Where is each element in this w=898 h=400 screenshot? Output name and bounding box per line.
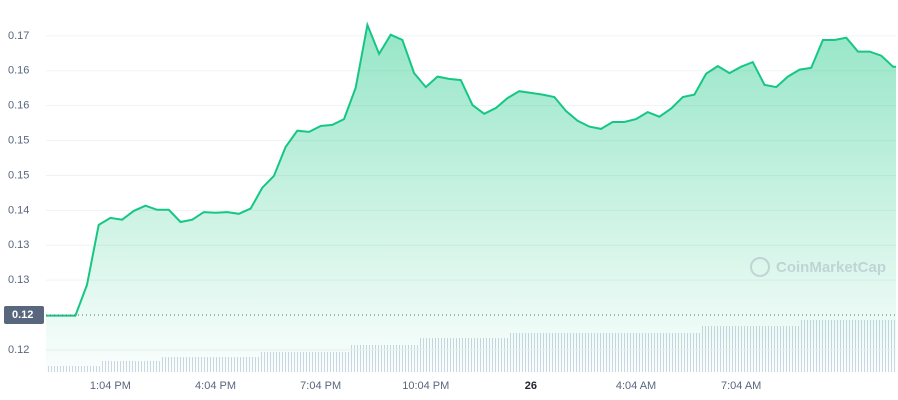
x-tick-label: 7:04 PM bbox=[300, 380, 341, 392]
y-tick-label: 0.17 bbox=[8, 30, 29, 42]
reference-label: 0.12 bbox=[12, 309, 33, 321]
x-tick-label: 4:04 PM bbox=[195, 380, 236, 392]
y-tick-label: 0.13 bbox=[8, 274, 29, 286]
y-tick-label: 0.12 bbox=[8, 344, 29, 356]
y-tick-label: 0.14 bbox=[8, 204, 29, 216]
x-tick-label: 4:04 AM bbox=[616, 380, 656, 392]
y-tick-label: 0.16 bbox=[8, 65, 29, 77]
watermark-text: CoinMarketCap bbox=[776, 259, 886, 276]
y-tick-label: 0.13 bbox=[8, 239, 29, 251]
watermark-logo bbox=[750, 257, 770, 277]
line bbox=[45, 21, 897, 317]
watermark: CoinMarketCap bbox=[750, 257, 886, 277]
area bbox=[46, 24, 896, 373]
y-tick-label: 0.15 bbox=[8, 169, 29, 181]
plot bbox=[45, 21, 897, 373]
x-tick-label: 26 bbox=[525, 380, 537, 392]
x-tick-label: 7:04 AM bbox=[721, 380, 761, 392]
axes: 0.12 0.13 0.13 0.14 0.15 0.15 0.16 0.16 0.17 0.12… bbox=[4, 30, 896, 392]
y-tick-label: 0.16 bbox=[8, 100, 29, 112]
x-tick-label: 10:04 PM bbox=[402, 380, 449, 392]
x-tick-label: 1:04 PM bbox=[90, 380, 131, 392]
reference-badge bbox=[4, 306, 44, 325]
y-tick-label: 0.15 bbox=[8, 134, 29, 146]
